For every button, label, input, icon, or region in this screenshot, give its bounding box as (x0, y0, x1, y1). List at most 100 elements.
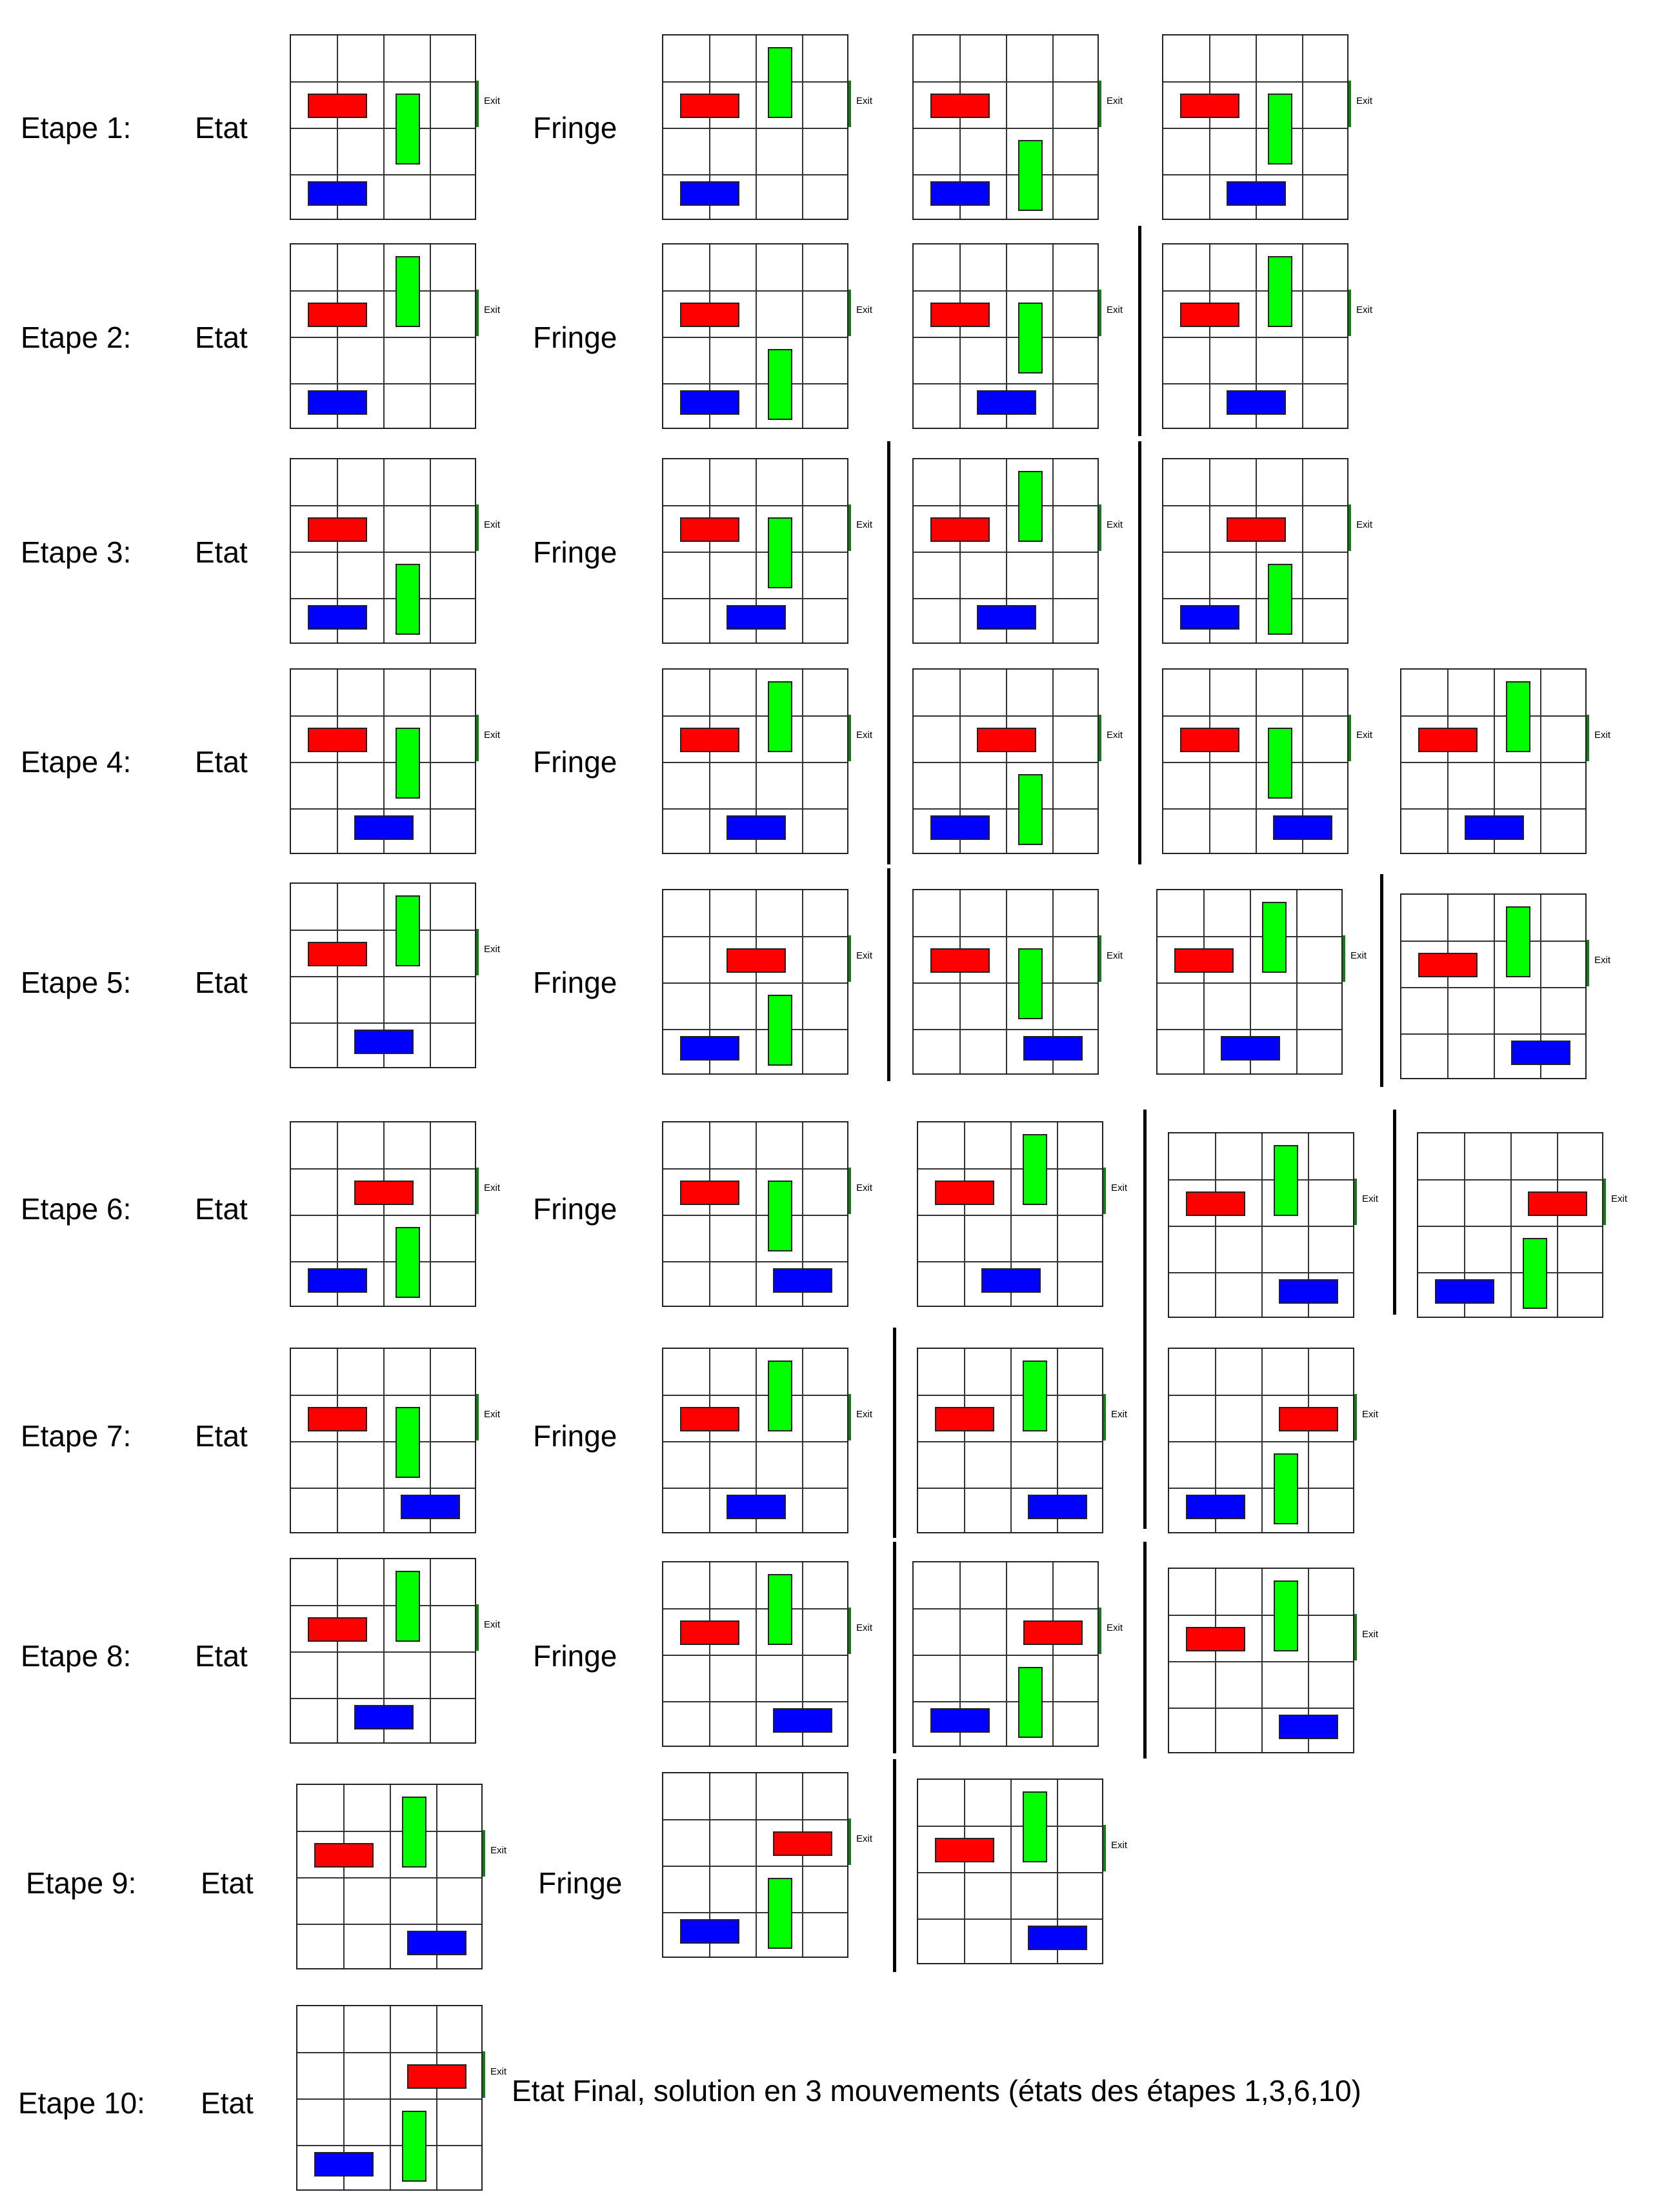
grid-line (663, 1441, 847, 1442)
exit-label: Exit (1107, 1622, 1123, 1633)
board (912, 1561, 1099, 1747)
blue-car (930, 181, 990, 206)
blue-car (1511, 1041, 1570, 1065)
grid-line (383, 884, 385, 1067)
green-car (402, 1797, 426, 1868)
grid-line (291, 383, 475, 384)
exit-marker (848, 1168, 851, 1214)
exit-label: Exit (856, 519, 873, 530)
grid-line (802, 1773, 803, 1957)
grid-line (430, 35, 431, 219)
grid-line (802, 890, 803, 1073)
grid-line (914, 1029, 1098, 1030)
grid-line (1209, 244, 1210, 428)
separator-line (1143, 1542, 1147, 1759)
exit-marker (476, 1604, 479, 1651)
exit-marker (1103, 1168, 1106, 1214)
grid-line (663, 1912, 847, 1913)
grid-line (1494, 670, 1495, 853)
grid-line (1540, 670, 1541, 853)
board (662, 889, 848, 1075)
separator-line (1138, 226, 1141, 436)
separator-line (1143, 1110, 1147, 1529)
exit-label: Exit (1362, 1193, 1379, 1204)
grid-line (663, 174, 847, 175)
exit-label: Exit (1107, 730, 1123, 741)
grid-line (1464, 1133, 1465, 1317)
red-car (930, 303, 990, 327)
exit-marker (848, 504, 851, 551)
grid-line (1052, 1562, 1054, 1746)
exit-label: Exit (484, 1182, 501, 1193)
exit-label: Exit (856, 1833, 873, 1844)
board (917, 1348, 1103, 1533)
exit-marker (848, 290, 851, 336)
grid-line (964, 1122, 965, 1306)
board (290, 882, 476, 1068)
separator-line (1138, 652, 1141, 864)
board (662, 668, 848, 854)
board (1400, 668, 1587, 854)
grid-line (1052, 35, 1054, 219)
red-car (1418, 728, 1478, 752)
grid-line (337, 670, 338, 853)
grid-line (1169, 1615, 1353, 1616)
exit-marker (1099, 81, 1101, 127)
grid-line (1215, 1349, 1216, 1532)
grid-line (663, 1488, 847, 1489)
grid-line (756, 890, 757, 1073)
green-car (1018, 774, 1043, 845)
green-car (768, 349, 792, 420)
exit-label: Exit (856, 1409, 873, 1420)
grid-line (914, 1608, 1098, 1609)
grid-line (1163, 715, 1347, 717)
board (917, 1121, 1103, 1307)
grid-line (1256, 670, 1257, 853)
board (912, 889, 1099, 1075)
red-car (935, 1181, 994, 1205)
board (1162, 458, 1348, 644)
board (296, 2005, 483, 2191)
grid-line (1261, 1569, 1263, 1752)
green-car (1268, 564, 1292, 635)
blue-car (1279, 1279, 1338, 1304)
blue-car (727, 605, 786, 630)
blue-car (308, 181, 367, 206)
grid-line (709, 1562, 710, 1746)
step-label: Etape 4: (21, 745, 132, 779)
grid-line (1401, 715, 1585, 717)
grid-line (914, 81, 1098, 83)
blue-car (727, 1495, 786, 1519)
grid-line (914, 505, 1098, 506)
fringe-label: Fringe (533, 535, 617, 569)
blue-car (1221, 1036, 1280, 1061)
grid-line (1010, 1122, 1012, 1306)
grid-line (663, 505, 847, 506)
red-car (1174, 948, 1234, 973)
grid-line (802, 670, 803, 853)
grid-line (959, 35, 961, 219)
grid-line (914, 715, 1098, 717)
grid-line (291, 505, 475, 506)
red-car (1186, 1191, 1245, 1216)
grid-line (291, 598, 475, 599)
grid-line (291, 1215, 475, 1216)
grid-line (1163, 598, 1347, 599)
exit-label: Exit (1594, 955, 1611, 966)
grid-line (383, 1559, 385, 1742)
red-car (1023, 1620, 1083, 1645)
board (662, 458, 848, 644)
red-car (977, 728, 1036, 752)
board (296, 1784, 483, 1969)
grid-line (914, 552, 1098, 553)
green-car (396, 1407, 420, 1478)
blue-car (1028, 1495, 1087, 1519)
grid-line (297, 1924, 481, 1925)
etat-label: Etat (201, 2086, 254, 2120)
grid-line (914, 808, 1098, 810)
blue-car (727, 815, 786, 840)
exit-marker (848, 1818, 851, 1865)
grid-line (914, 383, 1098, 384)
grid-line (1256, 244, 1257, 428)
grid-line (959, 890, 961, 1073)
